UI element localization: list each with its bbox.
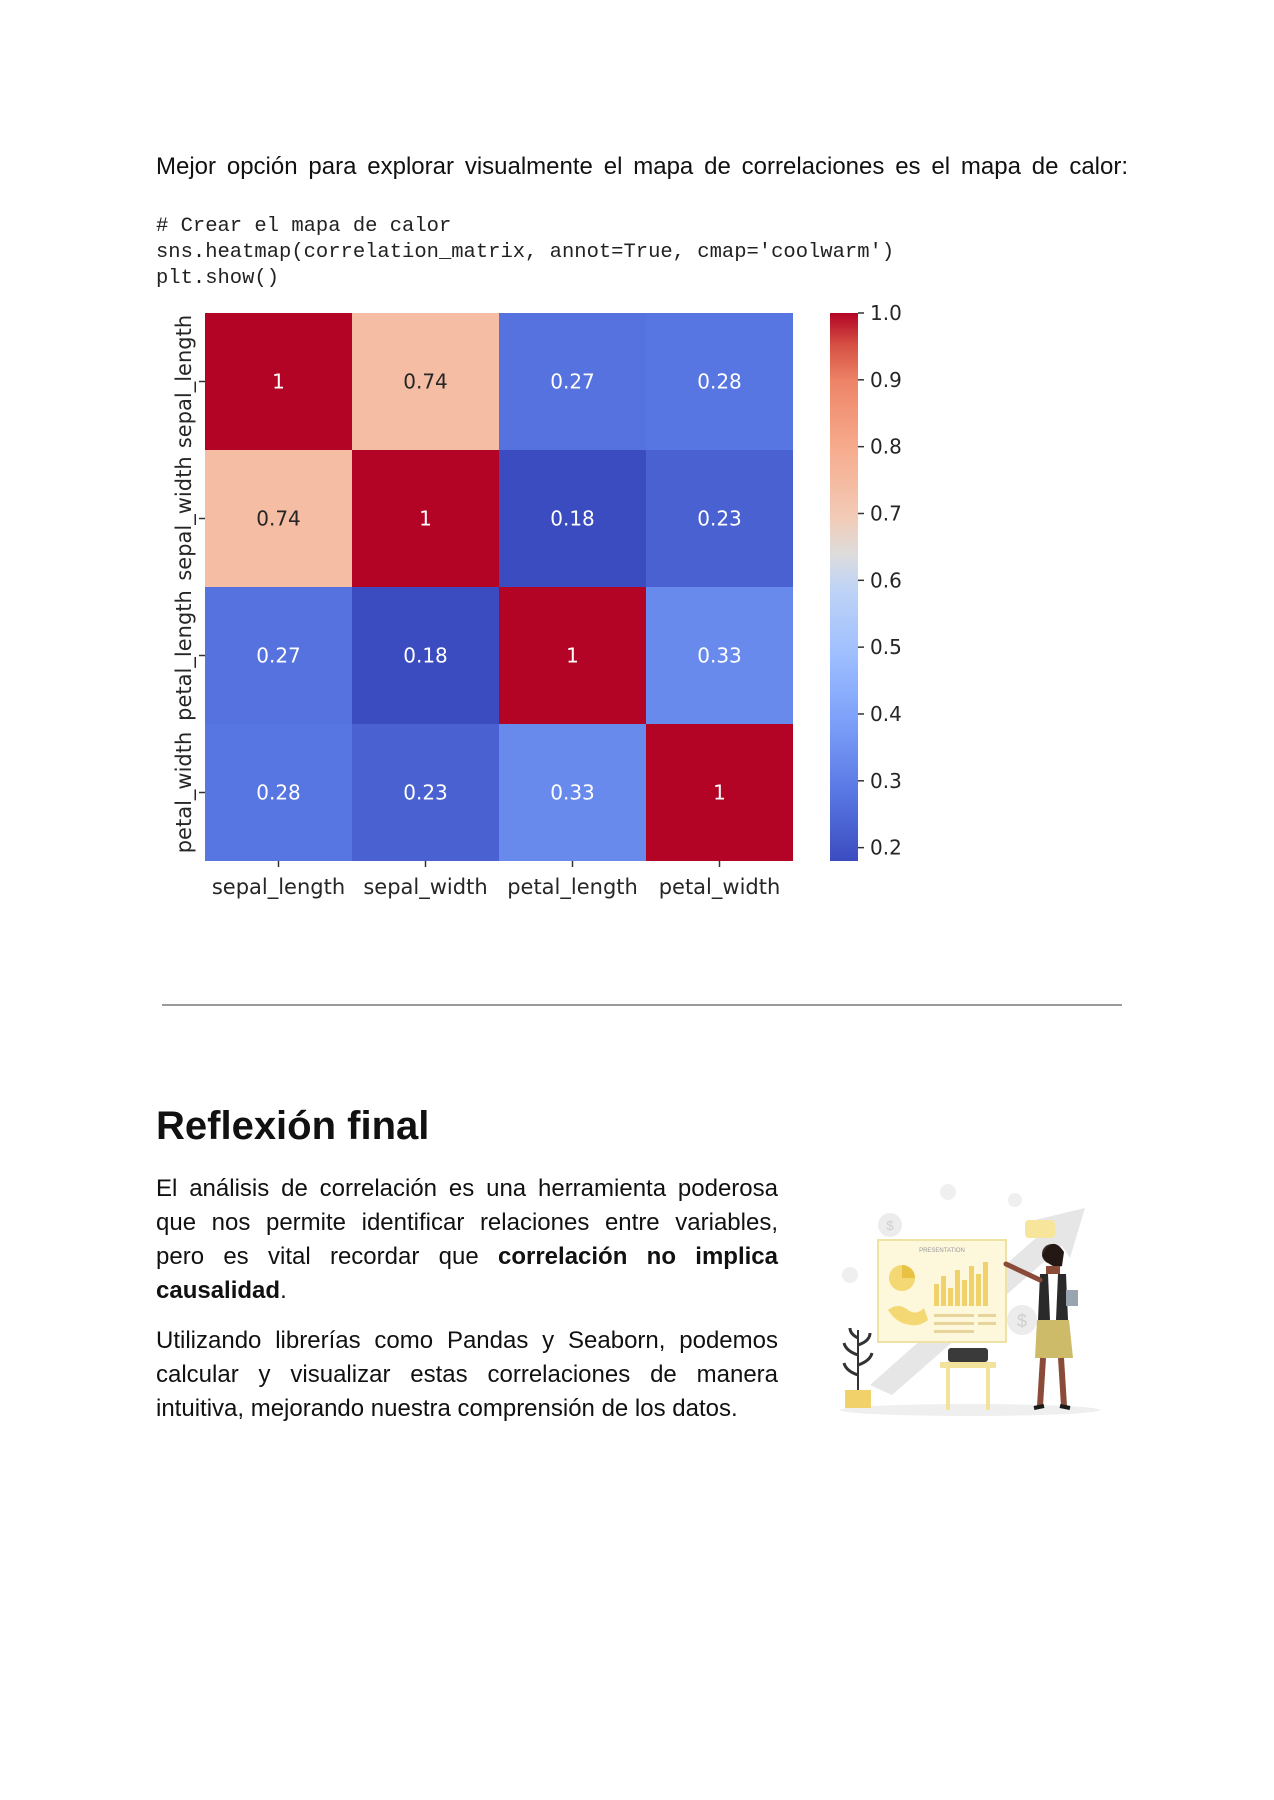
y-tick-label: sepal_width: [172, 456, 197, 580]
heatmap-cell: [205, 587, 352, 724]
heatmap-cell-label: 0.18: [403, 644, 448, 668]
x-tick-label: petal_width: [659, 875, 781, 900]
heatmap-cell: [352, 587, 499, 724]
heatmap-cell: [499, 724, 646, 861]
code-line: sns.heatmap(correlation_matrix, annot=Tr…: [156, 241, 895, 264]
heatmap-cell-label: 0.33: [697, 644, 742, 668]
projector: [948, 1348, 988, 1362]
presentation-illustration: $ $ PRESENTATION: [840, 1184, 1100, 1416]
heatmap-cell: [646, 450, 793, 587]
y-tick-label: sepal_length: [172, 315, 197, 448]
colorbar-tick-label: 0.2: [870, 836, 902, 860]
heatmap-cell: [352, 450, 499, 587]
presenter-figure: [1003, 1243, 1078, 1410]
section-heading: Reflexión final: [156, 1104, 430, 1148]
projector-table: [940, 1362, 996, 1368]
heatmap-cell-label: 0.27: [256, 644, 301, 668]
colorbar-tick-label: 0.4: [870, 702, 902, 726]
paragraph-1-bold: correlación no implica causalidad: [156, 1243, 778, 1304]
heatmap-cell-label: 0.28: [697, 370, 742, 394]
speech-bubble: [1025, 1220, 1055, 1238]
heatmap-cell: [352, 724, 499, 861]
code-line: plt.show(): [156, 267, 280, 290]
coin-icon: [1007, 1305, 1037, 1335]
colorbar-tick-label: 0.8: [870, 435, 902, 459]
x-tick-label: sepal_width: [363, 875, 487, 900]
colorbar-tick-label: 0.5: [870, 635, 902, 659]
heatmap-cell-label: 0.18: [550, 507, 595, 531]
heatmap-cell: [205, 450, 352, 587]
heatmap-cell-label: 1: [272, 370, 285, 394]
paragraph-1-text: El análisis de correlación es una herram…: [156, 1175, 778, 1270]
correlation-heatmap: 1 0.74 0.27 0.28 0.74 1 0.18 0.23 0.27 0.18 1 0.33 0…: [172, 301, 902, 900]
heatmap-cell-label: 0.28: [256, 781, 301, 805]
heatmap-cell: [205, 313, 352, 450]
heatmap-cell-label: 0.74: [403, 370, 448, 394]
heatmap-cell: [352, 313, 499, 450]
heatmap-cell-label: 0.23: [403, 781, 448, 805]
x-tick-label: sepal_length: [212, 875, 345, 900]
coin-icon: [878, 1213, 902, 1237]
heatmap-cell-label: 1: [419, 507, 432, 531]
heatmap-cell-label: 0.74: [256, 507, 301, 531]
paragraph-1-end: .: [280, 1277, 287, 1304]
heatmap-cell-label: 1: [713, 781, 726, 805]
colorbar: [830, 313, 858, 861]
colorbar-tick-label: 0.9: [870, 368, 902, 392]
heatmap-cell: [646, 587, 793, 724]
paragraph-1: El análisis de correlación es una herram…: [156, 1172, 778, 1308]
heatmap-cell: [646, 313, 793, 450]
coin-icon: [842, 1267, 858, 1283]
heatmap-cell-label: 0.27: [550, 370, 595, 394]
code-block: # Crear el mapa de calor sns.heatmap(cor…: [156, 214, 894, 292]
heatmap-cell: [646, 724, 793, 861]
heatmap-cell-label: 0.33: [550, 781, 595, 805]
heatmap-cell: [499, 450, 646, 587]
heatmap-cell: [205, 724, 352, 861]
heatmap-cell: [499, 313, 646, 450]
y-tick-label: petal_length: [172, 590, 197, 721]
heatmap-cell-label: 0.23: [697, 507, 742, 531]
heatmap-cell-label: 1: [566, 644, 579, 668]
heatmap-cell: [499, 587, 646, 724]
map-shape: [888, 1306, 928, 1326]
section-divider: [162, 1004, 1122, 1006]
x-tick-label: petal_length: [507, 875, 638, 900]
colorbar-tick-label: 0.7: [870, 501, 902, 525]
coin-icon: [940, 1184, 956, 1200]
presentation-board-title: PRESENTATION: [919, 1248, 965, 1254]
colorbar-tick-label: 0.6: [870, 568, 902, 592]
svg-text:$: $: [886, 1218, 894, 1233]
intro-text: Mejor opción para explorar visualmente e…: [156, 153, 1128, 180]
coin-icon: [1008, 1193, 1022, 1207]
plant-icon: [842, 1327, 874, 1408]
colorbar-tick-label: 0.3: [870, 769, 902, 793]
code-line: # Crear el mapa de calor: [156, 215, 452, 238]
svg-text:$: $: [1017, 1311, 1027, 1331]
colorbar-tick-label: 1.0: [870, 301, 902, 325]
y-tick-label: petal_width: [172, 732, 197, 854]
paragraph-2: Utilizando librerías como Pandas y Seabo…: [156, 1327, 778, 1422]
